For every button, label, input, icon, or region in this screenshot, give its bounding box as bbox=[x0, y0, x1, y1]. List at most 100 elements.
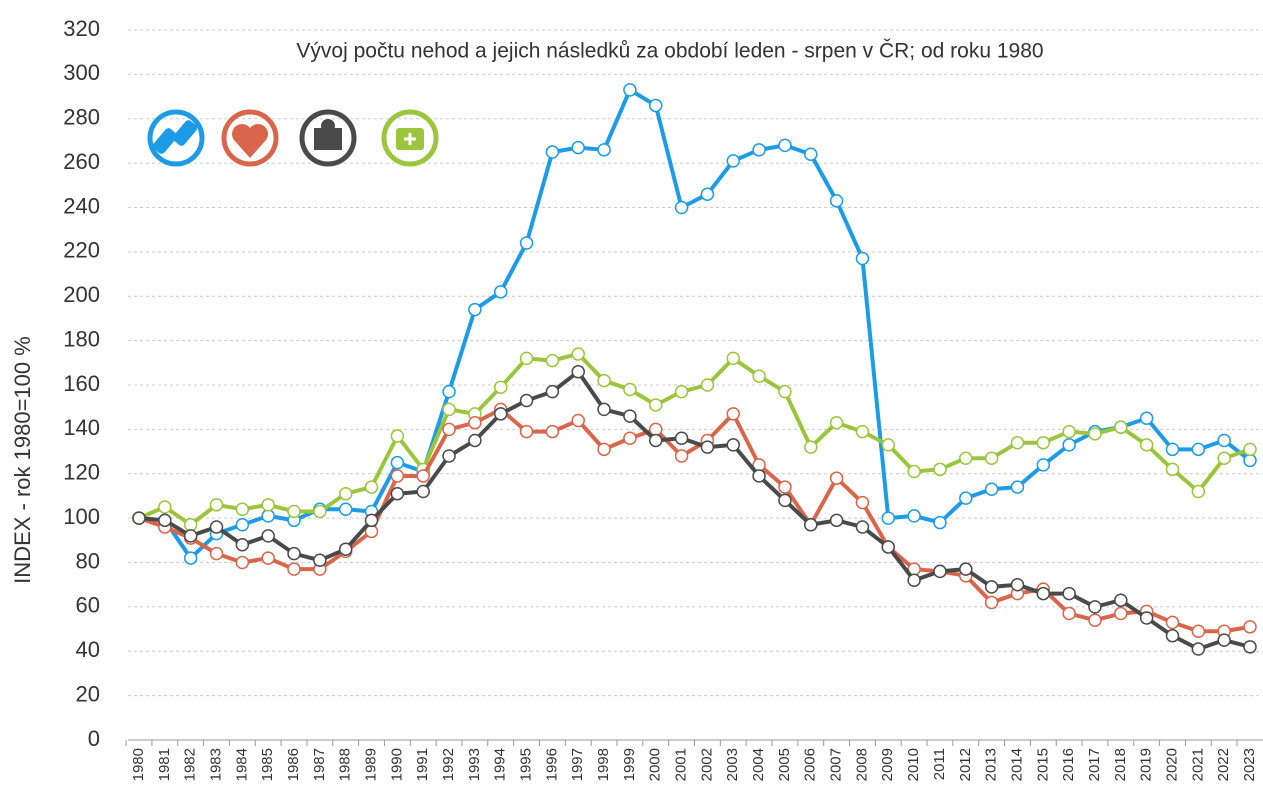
point bbox=[829, 513, 844, 528]
point bbox=[674, 431, 689, 445]
chart-title: Vývoj počtu nehod a jejich následků za o… bbox=[296, 40, 1043, 63]
point bbox=[1088, 427, 1102, 441]
point bbox=[519, 236, 534, 250]
x-tick-label: 2012 bbox=[957, 748, 974, 781]
point bbox=[1062, 586, 1076, 601]
point bbox=[519, 393, 534, 408]
x-tick-label: 2007 bbox=[828, 748, 845, 781]
point bbox=[468, 415, 482, 430]
point bbox=[1088, 613, 1102, 627]
point bbox=[804, 518, 818, 532]
point bbox=[364, 480, 379, 494]
point bbox=[545, 353, 560, 368]
x-tick-label: 1985 bbox=[259, 748, 276, 781]
point bbox=[752, 469, 766, 483]
y-tick-label: 20 bbox=[76, 681, 100, 706]
point bbox=[959, 562, 973, 576]
y-tick-label: 100 bbox=[63, 504, 100, 529]
point bbox=[158, 513, 172, 528]
point bbox=[700, 187, 715, 201]
point bbox=[158, 500, 172, 514]
point bbox=[493, 380, 508, 394]
y-tick-label: 0 bbox=[88, 726, 100, 751]
point bbox=[881, 511, 896, 525]
point bbox=[1062, 606, 1076, 621]
point bbox=[726, 351, 741, 366]
x-tick-label: 1984 bbox=[233, 748, 250, 781]
point bbox=[700, 440, 715, 454]
point bbox=[1243, 640, 1257, 654]
point bbox=[907, 464, 921, 479]
point bbox=[338, 486, 353, 501]
point bbox=[287, 546, 301, 561]
y-tick-label: 120 bbox=[63, 460, 100, 485]
point bbox=[261, 551, 275, 565]
y-tick-label: 80 bbox=[76, 548, 100, 573]
point bbox=[571, 140, 585, 155]
x-tick-label: 2009 bbox=[879, 748, 896, 781]
point bbox=[1217, 433, 1231, 448]
point bbox=[545, 145, 560, 159]
point bbox=[183, 529, 198, 543]
point bbox=[726, 438, 741, 452]
point bbox=[261, 529, 275, 543]
point bbox=[442, 422, 456, 437]
x-tick-label: 2014 bbox=[1008, 748, 1025, 781]
point bbox=[597, 402, 611, 417]
x-tick-label: 2000 bbox=[647, 748, 664, 781]
point bbox=[468, 302, 482, 317]
y-tick-label: 300 bbox=[63, 60, 100, 85]
point bbox=[597, 143, 611, 157]
icon-accidents bbox=[147, 109, 205, 167]
x-tick-label: 2017 bbox=[1086, 748, 1103, 781]
point bbox=[855, 424, 870, 439]
x-tick-label: 1996 bbox=[543, 748, 560, 781]
point bbox=[261, 509, 275, 523]
x-tick-label: 2001 bbox=[673, 748, 690, 781]
point bbox=[261, 498, 275, 512]
x-tick-label: 2018 bbox=[1112, 748, 1129, 781]
point bbox=[209, 498, 224, 512]
point bbox=[933, 462, 947, 477]
point bbox=[1036, 586, 1051, 601]
point bbox=[623, 83, 637, 97]
y-tick-label: 220 bbox=[63, 238, 100, 263]
point bbox=[1062, 438, 1076, 452]
x-tick-label: 2005 bbox=[776, 748, 793, 781]
x-tick-label: 1992 bbox=[440, 748, 457, 781]
x-tick-label: 2006 bbox=[802, 748, 819, 781]
point bbox=[493, 407, 508, 421]
point bbox=[778, 480, 792, 494]
series-line bbox=[138, 87, 1252, 561]
point bbox=[907, 573, 921, 587]
x-tick-label: 2016 bbox=[1060, 748, 1077, 781]
point bbox=[519, 424, 534, 439]
point bbox=[1139, 438, 1154, 452]
x-tick-label: 1999 bbox=[621, 748, 638, 781]
point bbox=[235, 518, 250, 532]
y-tick-label: 140 bbox=[63, 415, 100, 440]
point bbox=[597, 373, 611, 388]
point bbox=[984, 580, 999, 594]
point bbox=[545, 384, 560, 399]
point bbox=[235, 502, 250, 516]
point bbox=[623, 409, 637, 423]
point bbox=[1243, 453, 1257, 468]
x-tick-label: 2003 bbox=[724, 748, 741, 781]
point bbox=[1243, 442, 1257, 457]
point bbox=[1165, 615, 1180, 630]
point bbox=[390, 486, 405, 501]
x-tick-label: 1980 bbox=[130, 748, 147, 781]
x-tick-label: 1987 bbox=[311, 748, 328, 781]
point bbox=[183, 551, 198, 565]
point bbox=[1191, 642, 1206, 656]
icon-deaths bbox=[221, 109, 279, 167]
point bbox=[1036, 458, 1051, 472]
point bbox=[1243, 620, 1257, 634]
point bbox=[933, 515, 947, 530]
point bbox=[855, 251, 870, 266]
point bbox=[597, 442, 611, 457]
point bbox=[1088, 600, 1102, 614]
point bbox=[442, 402, 456, 417]
